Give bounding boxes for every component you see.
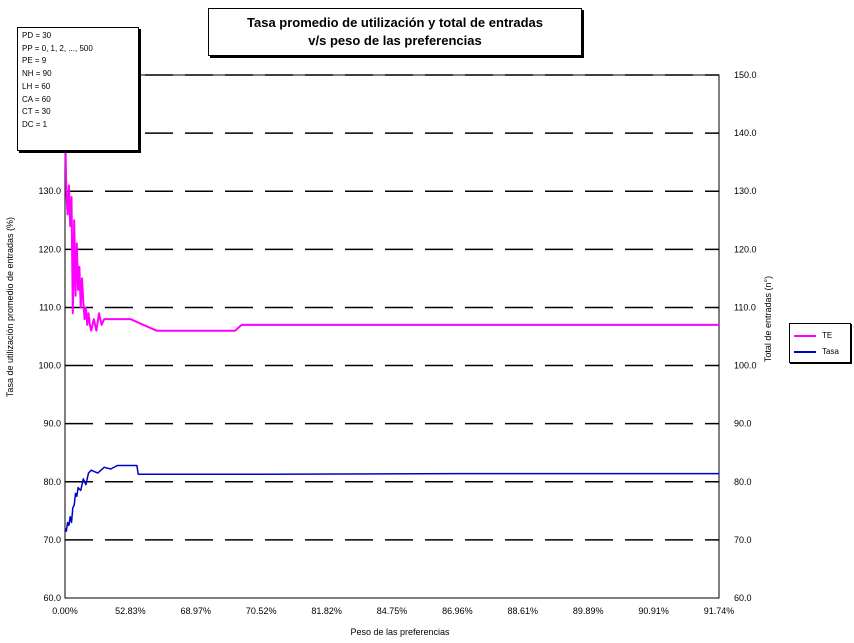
- y-right-tick-label: 120.0: [734, 244, 757, 254]
- y-left-tick-label: 60.0: [43, 593, 61, 603]
- y-right-tick-label: 110.0: [734, 302, 756, 312]
- y-right-tick-label: 150.0: [734, 70, 757, 80]
- param-lh: LH = 60: [22, 81, 51, 91]
- x-tick-label: 52.83%: [115, 606, 146, 616]
- y-left-tick-label: 110.0: [39, 302, 61, 312]
- legend-label-te: TE: [822, 331, 833, 340]
- y-right-tick-label: 130.0: [734, 186, 757, 196]
- y-left-tick-label: 120.0: [38, 244, 61, 254]
- chart-title-line-2: v/s peso de las preferencias: [308, 33, 482, 48]
- y-right-tick-label: 70.0: [734, 535, 752, 545]
- y-axis-right-label: Total de entradas (n°): [763, 275, 773, 363]
- chart-title: Tasa promedio de utilización y total de …: [208, 8, 582, 56]
- x-tick-label: 86.96%: [442, 606, 473, 616]
- x-tick-label: 0.00%: [52, 606, 78, 616]
- y-left-tick-label: 130.0: [38, 186, 61, 196]
- y-right-tick-label: 140.0: [734, 128, 757, 138]
- y-right-tick-label: 80.0: [734, 477, 752, 487]
- chart-title-line-1: Tasa promedio de utilización y total de …: [247, 15, 543, 30]
- series-line-tasa: [64, 464, 719, 532]
- param-dc: DC = 1: [22, 119, 48, 129]
- y-left-tick-label: 80.0: [43, 477, 61, 487]
- tick-labels: 60.0 70.0 80.0 90.0 100.0 110.0 120.0 130.0 60.0…: [38, 70, 756, 616]
- x-tick-label: 88.61%: [508, 606, 539, 616]
- plot-area: [64, 74, 720, 599]
- x-tick-label: 89.89%: [573, 606, 604, 616]
- series-lines: [64, 121, 719, 532]
- param-pp: PP = 0, 1, 2, ..., 500: [22, 43, 93, 53]
- param-nh: NH = 90: [22, 69, 52, 79]
- legend: TE Tasa: [789, 323, 851, 363]
- param-pe: PE = 9: [22, 56, 47, 66]
- y-left-tick-label: 100.0: [38, 361, 61, 371]
- legend-swatch-tasa: [794, 351, 816, 353]
- series-line-te: [64, 121, 719, 332]
- param-ct: CT = 30: [22, 107, 51, 117]
- y-right-tick-label: 90.0: [734, 419, 752, 429]
- param-pd: PD = 30: [22, 31, 52, 40]
- legend-label-tasa: Tasa: [822, 347, 839, 356]
- y-left-tick-label: 90.0: [43, 419, 61, 429]
- y-axis-left-label: Tasa de utilización promedio de entradas…: [5, 216, 15, 398]
- x-tick-label: 81.82%: [311, 606, 342, 616]
- legend-swatch-te: [794, 335, 816, 337]
- parameters-box: PD = 30 PP = 0, 1, 2, ..., 500 PE = 9 NH…: [17, 27, 139, 151]
- y-right-tick-label: 100.0: [734, 361, 757, 371]
- y-right-tick-label: 60.0: [734, 593, 752, 603]
- param-ca: CA = 60: [22, 94, 51, 104]
- x-tick-label: 91.74%: [704, 606, 735, 616]
- gridlines: [65, 74, 719, 541]
- x-tick-label: 84.75%: [377, 606, 408, 616]
- x-tick-label: 90.91%: [638, 606, 669, 616]
- x-axis-label: Peso de las preferencias: [350, 627, 450, 637]
- x-tick-label: 70.52%: [246, 606, 277, 616]
- y-left-tick-label: 70.0: [43, 535, 61, 545]
- x-tick-label: 68.97%: [181, 606, 212, 616]
